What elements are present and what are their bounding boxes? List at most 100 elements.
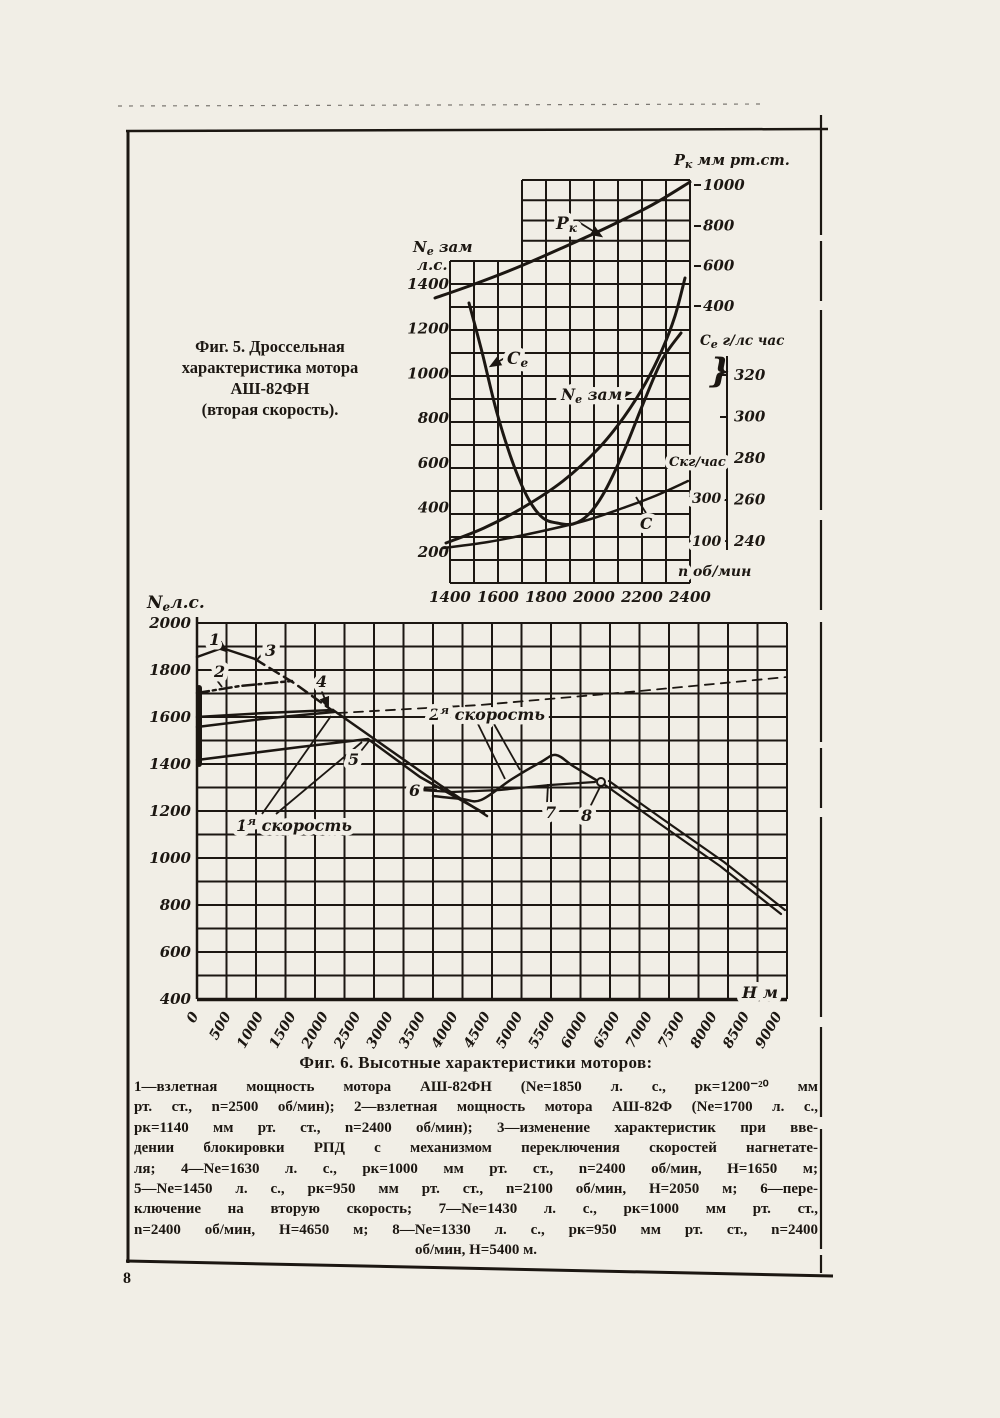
fig5-leader-ce — [488, 355, 509, 368]
fig5-ce-axis-bracket: } — [709, 351, 731, 391]
figure6-caption: 1—взлетная мощность мотора АШ-82ФН (Nе=1… — [134, 1077, 818, 1261]
fig6-point-label-5: 5 — [348, 750, 359, 769]
fig6-x-axis-tick: 2000 — [298, 1009, 332, 1052]
fig6-x-axis-tick: 500 — [206, 1009, 235, 1043]
fig6-y-axis-title: Nел.с. — [146, 593, 205, 614]
figure6-caption-line: об/мин, Н=5400 м. — [414, 1242, 538, 1259]
fig5-left-axis-tick: 200 — [417, 543, 450, 561]
fig6-point-label-6: 6 — [409, 781, 420, 800]
second-speed-low — [418, 780, 597, 794]
figure6-caption-line: 1—взлетная мощность мотора АШ-82ФН (Nе=1… — [134, 1079, 818, 1095]
first-speed-line-b — [195, 710, 336, 729]
fig6-y-axis-tick: 2000 — [148, 614, 191, 632]
fig6-x-axis-tick: 4000 — [428, 1009, 461, 1051]
fig6-x-axis-tick: 5500 — [526, 1009, 559, 1051]
fig5-c-axis-tick: 300 — [692, 491, 721, 507]
ce-curve — [467, 301, 683, 527]
fig6-leader-8 — [589, 786, 601, 808]
fig6-pointer-speed1-b — [275, 741, 363, 815]
fig5-label-ne: Nе зам — [560, 385, 622, 406]
fig5-x-axis-tick: 2000 — [572, 588, 615, 606]
fig6-y-axis-tick: 1200 — [149, 802, 191, 820]
fig5-left-axis-tick: 1000 — [407, 364, 449, 382]
first-speed-line-c — [195, 737, 486, 815]
fig5-leader-ne — [613, 389, 633, 400]
fig6-y-axis-tick: 800 — [160, 896, 192, 914]
fig6-leader-3 — [255, 651, 265, 662]
figure5-caption: Фиг. 5. Дроссельная характеристика мотор… — [150, 336, 390, 420]
fig5-ce-axis-tick: 300 — [734, 408, 766, 426]
fig6-leader-7 — [546, 783, 549, 804]
fig6-x-axis-tick: 1000 — [234, 1009, 267, 1051]
figure6-caption-line: дении блокировки РПД с механизмом перекл… — [134, 1140, 818, 1157]
fig6-pointer-speed1-a — [261, 715, 332, 815]
fig6-x-axis-title: Н м — [741, 983, 778, 1002]
fig6-x-axis-tick: 3000 — [364, 1009, 397, 1051]
fig6-x-axis-tick: 7000 — [623, 1009, 656, 1051]
fig5-label-pk: Pк — [555, 214, 578, 235]
c-curve — [441, 479, 690, 550]
fig5-left-axis-unit: л.с. — [417, 256, 448, 274]
first-speed-line-a — [195, 708, 335, 719]
fig6-leader-2 — [215, 678, 223, 688]
page-frame — [117, 103, 834, 1278]
frame-bottom — [125, 1259, 834, 1278]
frame-top-dotted — [117, 103, 765, 107]
fig6-y-axis-tick: 1400 — [149, 755, 191, 773]
fig6-y-axis-tick: 400 — [160, 990, 192, 1008]
figure6-caption-line: рт. ст., n=2500 об/мин); 2—взлетная мощн… — [134, 1099, 818, 1116]
fig5-left-axis-tick: 800 — [418, 409, 450, 427]
fig6-x-axis-tick: 9000 — [752, 1009, 785, 1051]
fig6-x-axis-tick: 7500 — [655, 1009, 688, 1051]
fig5-x-axis-tick: 1400 — [429, 588, 471, 606]
fig6-point-label-1: 1 — [209, 630, 220, 649]
page-number: 8 — [123, 1270, 131, 1287]
fig5-left-axis-tick: 600 — [418, 454, 450, 472]
fig5-ce-axis-tick: 240 — [733, 532, 766, 550]
fig6-x-axis-tick: 6000 — [558, 1009, 591, 1051]
fig6-y-axis-tick: 1600 — [149, 708, 191, 726]
final-descent-a — [603, 783, 783, 916]
fig6-leader-4 — [319, 688, 330, 710]
fig6-x-axis-tick: 6500 — [590, 1009, 623, 1051]
fig6-pointer-speed2-a — [477, 723, 506, 780]
fig6-point-label-2: 2 — [213, 662, 225, 681]
figure5-caption-line: АШ-82ФН — [230, 379, 310, 398]
fig6-label-speed1: 1я скорость — [236, 815, 352, 835]
fig5-left-axis-tick: 400 — [418, 499, 450, 517]
fig6-x-axis-tick: 0 — [184, 1009, 203, 1026]
second-speed-curve — [431, 753, 598, 803]
frame-top — [125, 127, 829, 133]
fig6-y-axis-tick: 600 — [160, 943, 192, 961]
figure6-caption-title: Фиг. 6. Высотные характеристики моторов: — [299, 1053, 653, 1072]
fig5-left-axis-title: Nе зам — [412, 238, 473, 258]
final-descent-b — [607, 779, 787, 912]
fig5-x-axis-tick: 2200 — [620, 588, 663, 606]
fig6-x-axis-tick: 3500 — [396, 1009, 429, 1051]
fig6-y-axis-tick: 1000 — [149, 849, 191, 867]
fig6-leader-6 — [418, 788, 438, 791]
figure5-caption-line: Фиг. 5. Дроссельная — [195, 337, 345, 356]
fig5-x-axis-tick: 1600 — [477, 588, 519, 606]
fig6-x-axis-tick: 1500 — [266, 1009, 299, 1051]
fig6-pointer-speed2-b — [493, 723, 521, 771]
fig5-ce-axis-tick: 280 — [733, 449, 766, 467]
figure6-caption-line: ля; 4—Nе=1630 л. с., pк=1000 мм рт. ст.,… — [134, 1160, 818, 1177]
fig6-x-axis-tick: 2500 — [331, 1009, 365, 1052]
fig5-label-c: С — [640, 514, 653, 533]
fig5-ce-axis-title: Сe г/лс час — [700, 333, 784, 351]
fig5-ce-axis-tick: 260 — [733, 491, 766, 509]
fig5-left-axis-tick: 1400 — [407, 275, 449, 293]
fig5-ce-axis-tick: 320 — [734, 366, 766, 384]
figure6-chart-point-marker — [596, 777, 606, 787]
fig5-leader-c — [635, 496, 647, 514]
fig5-x-axis-tick: 2400 — [668, 588, 711, 606]
fig6-point-label-4: 4 — [316, 672, 327, 691]
pk-curve — [433, 180, 692, 300]
fig6-y-axis-tick: 1800 — [149, 661, 191, 679]
fig5-pk-axis-tick: 400 — [703, 297, 735, 315]
fig6-point-label-7: 7 — [545, 803, 556, 822]
